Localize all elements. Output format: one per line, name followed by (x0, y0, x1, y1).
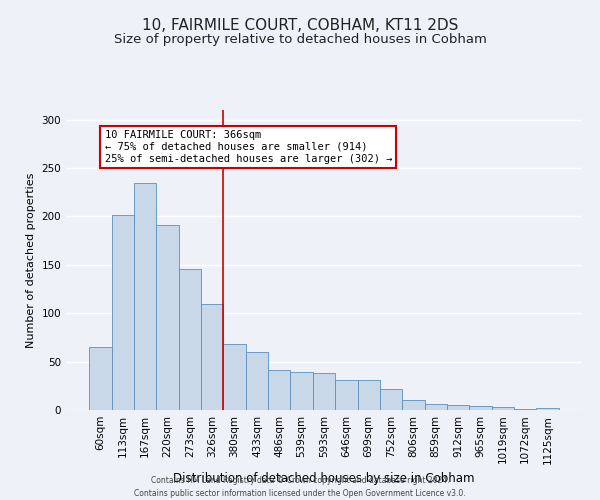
Bar (223, 344, 246, 410)
Text: Size of property relative to detached houses in Cobham: Size of property relative to detached ho… (113, 32, 487, 46)
Bar (425, 404, 447, 410)
Bar (134, 182, 157, 410)
Bar (268, 370, 290, 410)
Bar (358, 380, 380, 410)
Bar (112, 214, 134, 410)
Text: 10, FAIRMILE COURT, COBHAM, KT11 2DS: 10, FAIRMILE COURT, COBHAM, KT11 2DS (142, 18, 458, 32)
Bar (201, 304, 223, 410)
Bar (402, 400, 425, 410)
X-axis label: Distribution of detached houses by size in Cobham: Distribution of detached houses by size … (173, 472, 475, 485)
Y-axis label: Number of detached properties: Number of detached properties (26, 172, 36, 348)
Bar (157, 225, 179, 410)
Bar (290, 372, 313, 410)
Bar (313, 373, 335, 410)
Text: 10 FAIRMILE COURT: 366sqm
← 75% of detached houses are smaller (914)
25% of semi: 10 FAIRMILE COURT: 366sqm ← 75% of detac… (104, 130, 392, 164)
Bar (447, 405, 469, 410)
Bar (380, 388, 402, 410)
Bar (469, 406, 491, 410)
Text: Contains HM Land Registry data © Crown copyright and database right 2024.
Contai: Contains HM Land Registry data © Crown c… (134, 476, 466, 498)
Bar (491, 407, 514, 410)
Bar (89, 347, 112, 410)
Bar (246, 352, 268, 410)
Bar (514, 409, 536, 410)
Bar (536, 408, 559, 410)
Bar (179, 268, 201, 410)
Bar (335, 380, 358, 410)
